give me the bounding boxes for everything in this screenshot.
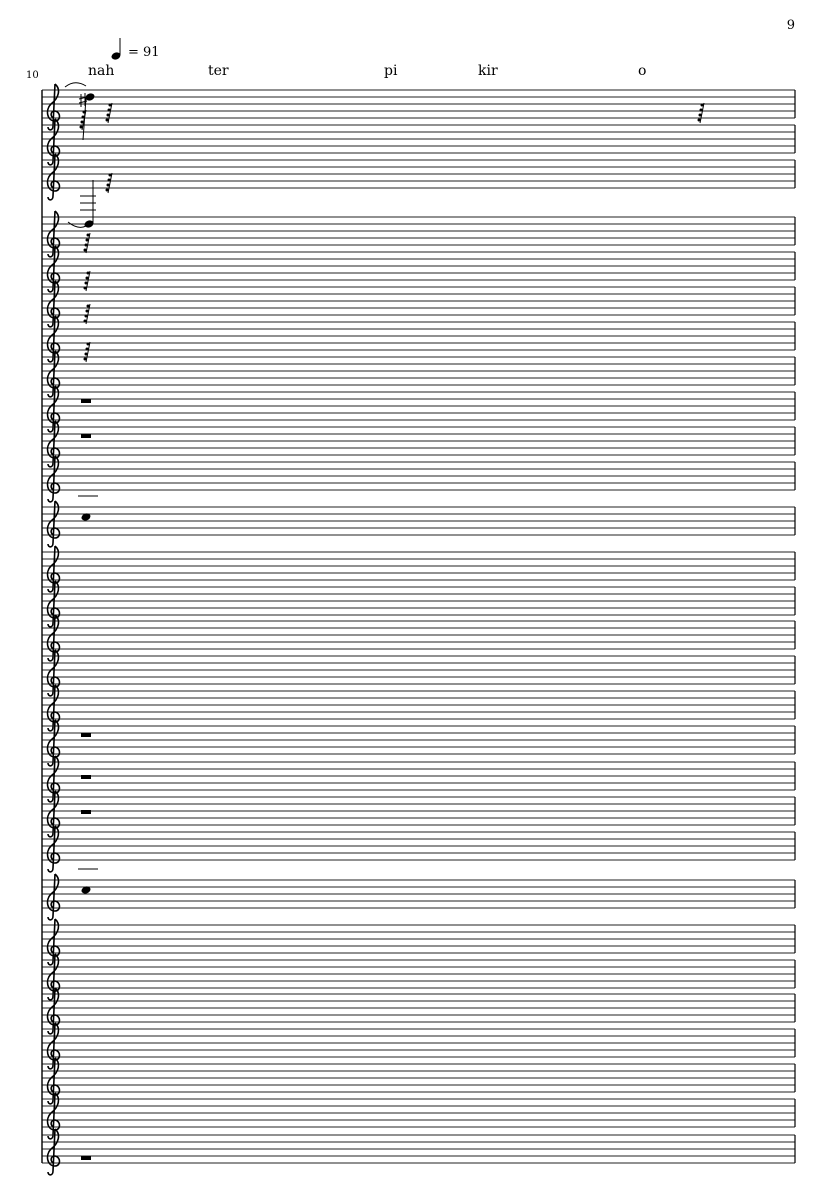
- staff: [42, 420, 796, 468]
- lyric-syllable: nah: [88, 63, 115, 79]
- page-number: 9: [786, 18, 795, 33]
- staff: [42, 545, 796, 593]
- tempo-value: = 91: [128, 45, 160, 60]
- staff: [42, 153, 796, 201]
- staff: [42, 1128, 796, 1176]
- rest-icon: [83, 232, 91, 254]
- tempo-marking: = 91: [112, 45, 160, 60]
- lyric-syllable: o: [638, 63, 647, 79]
- tie: [67, 221, 87, 228]
- staff: [42, 83, 796, 131]
- ledger-lines: [80, 195, 96, 211]
- quarter-note-icon: [110, 38, 122, 61]
- staff: [42, 719, 796, 767]
- whole-rest: [81, 733, 91, 737]
- measure-number: 10: [26, 70, 39, 81]
- staff: [42, 385, 796, 433]
- notation-group: [78, 868, 98, 895]
- staff: [42, 649, 796, 697]
- whole-rest: [81, 775, 91, 779]
- staff: [42, 953, 796, 1001]
- staff: [42, 684, 796, 732]
- staff: [42, 118, 796, 166]
- lyric-syllable: ter: [208, 63, 229, 79]
- staff: [42, 987, 796, 1035]
- lyric-syllable: pi: [384, 63, 398, 79]
- staff: [42, 280, 796, 328]
- tie: [64, 82, 87, 88]
- lyric-syllable: kir: [478, 63, 498, 79]
- whole-rest: [81, 810, 91, 814]
- rest-icon: [105, 102, 113, 124]
- staff: [42, 1022, 796, 1070]
- whole-rest: [81, 434, 91, 438]
- staff: [42, 614, 796, 662]
- staff: [42, 315, 796, 363]
- treble-clef-icon: [46, 500, 61, 548]
- staff: [42, 873, 796, 921]
- whole-rest: [81, 1156, 91, 1160]
- rest-icon: [83, 303, 91, 325]
- rest-icon: [79, 109, 87, 131]
- staff: [42, 500, 796, 548]
- staff: [42, 1057, 796, 1105]
- staff: [42, 210, 796, 258]
- rest-icon: [105, 172, 113, 194]
- staff: [42, 455, 796, 503]
- rest-icon: [83, 341, 91, 363]
- staff: [42, 790, 796, 838]
- staff: [42, 350, 796, 398]
- rest-icon: [83, 270, 91, 292]
- staff: [42, 825, 796, 873]
- notation-group: [78, 495, 98, 522]
- staff: [42, 245, 796, 293]
- whole-rest: [81, 399, 91, 403]
- staff: [42, 580, 796, 628]
- treble-clef-icon: [46, 873, 61, 921]
- rest-icon: [697, 102, 705, 124]
- staves: [41, 83, 796, 1176]
- staff: [42, 1092, 796, 1140]
- staff: [42, 755, 796, 803]
- notation: [64, 38, 705, 438]
- staff: [42, 918, 796, 966]
